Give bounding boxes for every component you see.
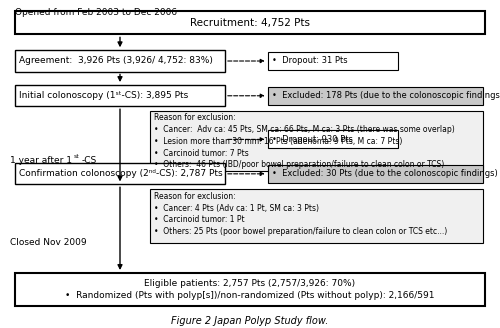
Text: Eligible patients: 2,757 Pts (2,757/3,926: 70%)
•  Randomized (Pts with polyp[s]: Eligible patients: 2,757 Pts (2,757/3,92… <box>65 279 435 300</box>
Text: •  Excluded: 30 Pts (due to the colonoscopic findings): • Excluded: 30 Pts (due to the colonosco… <box>272 169 497 178</box>
Text: •  Excluded: 178 Pts (due to the colonoscopic findings): • Excluded: 178 Pts (due to the colonosc… <box>272 91 500 100</box>
Bar <box>268 52 398 70</box>
Text: •  Dropout: 31 Pts: • Dropout: 31 Pts <box>272 56 347 65</box>
Text: 1 year after 1: 1 year after 1 <box>10 156 72 165</box>
Bar <box>150 111 482 171</box>
Text: Recruitment: 4,752 Pts: Recruitment: 4,752 Pts <box>190 18 310 28</box>
Bar <box>268 87 482 105</box>
Text: Figure 2 Japan Polyp Study flow.: Figure 2 Japan Polyp Study flow. <box>172 317 328 326</box>
Text: Reason for exclusion:
•  Cancer:  Adv ca: 45 Pts, SM ca: 66 Pts, M ca: 3 Pts (th: Reason for exclusion: • Cancer: Adv ca: … <box>154 113 455 169</box>
Text: -CS: -CS <box>82 156 97 165</box>
Bar <box>15 163 225 184</box>
Text: Reason for exclusion:
•  Cancer: 4 Pts (Adv ca: 1 Pt, SM ca: 3 Pts)
•  Carcinoid: Reason for exclusion: • Cancer: 4 Pts (A… <box>154 192 448 236</box>
Text: Closed Nov 2009: Closed Nov 2009 <box>10 237 86 247</box>
Bar <box>15 85 225 106</box>
Bar <box>268 130 398 148</box>
Bar <box>268 165 482 183</box>
Text: Agreement:  3,926 Pts (3,926/ 4,752: 83%): Agreement: 3,926 Pts (3,926/ 4,752: 83%) <box>19 56 213 65</box>
Bar <box>15 11 485 34</box>
Bar <box>15 50 225 72</box>
Text: •  Dropout: 930 Pts: • Dropout: 930 Pts <box>272 135 352 144</box>
Text: Opened from Feb 2003 to Dec 2006: Opened from Feb 2003 to Dec 2006 <box>15 8 177 17</box>
Text: Confirmation colonoscopy (2ⁿᵈ-CS): 2,787 Pts: Confirmation colonoscopy (2ⁿᵈ-CS): 2,787… <box>19 169 222 178</box>
Bar <box>15 273 485 306</box>
Bar <box>150 189 482 243</box>
Text: st: st <box>74 154 80 159</box>
Text: Initial colonoscopy (1ˢᵗ-CS): 3,895 Pts: Initial colonoscopy (1ˢᵗ-CS): 3,895 Pts <box>19 91 188 100</box>
